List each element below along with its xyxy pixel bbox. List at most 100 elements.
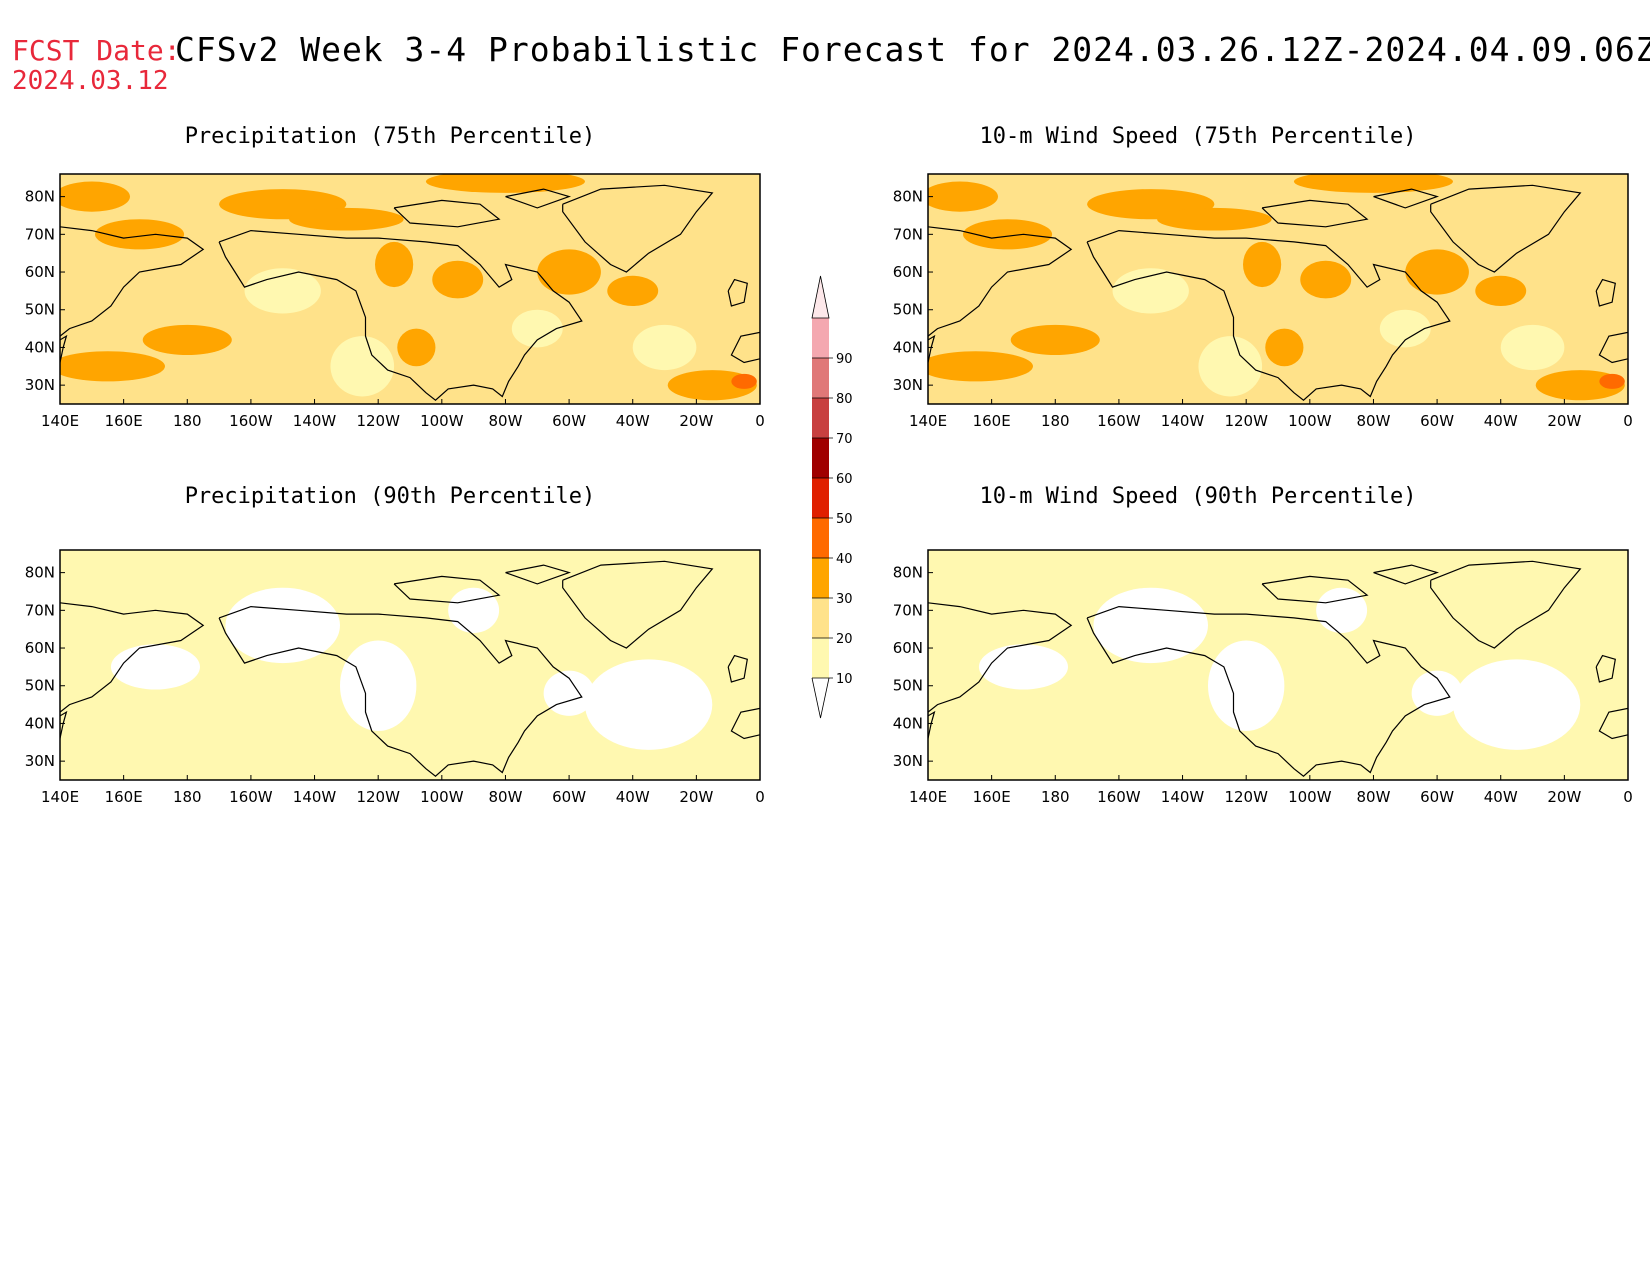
y-tick-label: 80N <box>893 188 923 206</box>
map-frame <box>927 549 1629 781</box>
map-shading-patch <box>537 249 601 295</box>
map-shading-patch <box>60 181 130 212</box>
coastline <box>1261 199 1369 228</box>
y-tick-label: 40N <box>25 714 55 732</box>
colorbar-tick-label: 30 <box>836 592 853 607</box>
coastline <box>60 710 68 739</box>
x-tick-label: 60W <box>1420 412 1454 430</box>
x-tick-label: 140E <box>41 412 79 430</box>
x-tick-label: 60W <box>1420 788 1454 806</box>
coastline <box>393 575 501 604</box>
x-tick-label: 180 <box>173 412 202 430</box>
coastline <box>60 602 205 713</box>
map-frame <box>59 549 761 781</box>
x-tick-label: 80W <box>488 412 522 430</box>
map-shading-patch <box>632 324 697 371</box>
colorbar-segment <box>812 398 829 438</box>
x-tick-label: 100W <box>1288 412 1332 430</box>
panel-title-precip-75: Precipitation (75th Percentile) <box>184 124 596 149</box>
map-shading-patch <box>432 260 484 299</box>
x-tick-label: 180 <box>1041 788 1070 806</box>
map-shading-patch <box>95 219 185 250</box>
y-tick-label: 50N <box>893 677 923 695</box>
x-tick-label: 0 <box>755 788 765 806</box>
coastline <box>730 707 760 740</box>
y-tick-label: 50N <box>893 301 923 319</box>
coastline <box>1430 560 1582 649</box>
x-tick-label: 80W <box>488 788 522 806</box>
x-tick-label: 140E <box>41 788 79 806</box>
map-shading-patch <box>448 587 500 633</box>
x-tick-label: 80W <box>1356 412 1390 430</box>
coastline <box>562 184 714 273</box>
x-tick-label: 20W <box>679 412 713 430</box>
x-tick-label: 140W <box>1161 412 1205 430</box>
coastline <box>928 334 936 363</box>
map-shading-patch <box>425 174 585 193</box>
map-shading-patch <box>1293 174 1453 193</box>
map-shading-patch <box>1208 640 1285 731</box>
map-shading-patch <box>330 336 395 397</box>
x-tick-label: 60W <box>552 412 586 430</box>
panel-title-wind-75: 10-m Wind Speed (75th Percentile) <box>979 124 1417 149</box>
main-title: CFSv2 Week 3-4 Probabilistic Forecast fo… <box>175 30 1650 69</box>
colorbar-segment <box>812 478 829 518</box>
map-panel-precip-90: 140E 160E 180 160W 140W 120W 100W 80W 60W 40W 20W 0… <box>25 549 765 806</box>
colorbar-tick-label: 90 <box>836 352 853 367</box>
x-tick-label: 180 <box>173 788 202 806</box>
coastline <box>928 602 1073 713</box>
map-shading-patch <box>607 275 659 306</box>
y-tick-label: 50N <box>25 301 55 319</box>
y-tick-label: 50N <box>25 677 55 695</box>
panel-title-wind-90: 10-m Wind Speed (90th Percentile) <box>979 484 1417 509</box>
map-shading-patch <box>1500 324 1565 371</box>
coastline <box>218 605 583 777</box>
coastline <box>218 229 583 401</box>
map-shading-patch <box>1243 241 1282 288</box>
colorbar-segment <box>812 438 829 478</box>
x-tick-label: 140E <box>909 788 947 806</box>
y-tick-label: 60N <box>25 263 55 281</box>
colorbar-cap-bottom <box>811 677 830 719</box>
x-tick-label: 140W <box>293 788 337 806</box>
colorbar-segment <box>812 318 829 358</box>
map-shading-patch <box>1405 249 1469 295</box>
x-tick-label: 120W <box>1224 412 1268 430</box>
x-tick-label: 160E <box>973 788 1011 806</box>
y-tick-label: 70N <box>25 225 55 243</box>
x-tick-label: 160E <box>973 412 1011 430</box>
map-shading-patch <box>928 351 1033 382</box>
x-tick-label: 100W <box>420 788 464 806</box>
map-shading-patch <box>1112 268 1189 314</box>
coastline <box>1598 331 1628 364</box>
map-shading-patch <box>1599 373 1625 389</box>
map-shading-patch <box>244 268 321 314</box>
map-shading-patch <box>1379 309 1431 348</box>
colorbar-tick-label: 80 <box>836 392 853 407</box>
colorbar-tick-label: 60 <box>836 472 853 487</box>
x-tick-label: 160W <box>1097 788 1141 806</box>
x-tick-label: 0 <box>1623 788 1633 806</box>
coastline <box>727 654 748 683</box>
y-tick-label: 80N <box>25 188 55 206</box>
map-shading-patch <box>1010 324 1100 355</box>
y-tick-label: 60N <box>893 639 923 657</box>
coastline <box>1373 188 1440 209</box>
map-shading-patch <box>1265 328 1304 367</box>
x-tick-label: 80W <box>1356 788 1390 806</box>
x-tick-label: 160W <box>1097 412 1141 430</box>
y-tick-label: 80N <box>893 564 923 582</box>
y-tick-label: 30N <box>25 752 55 770</box>
coastline <box>1595 278 1616 307</box>
map-shading-patch <box>1300 260 1352 299</box>
fcst-date-label: FCST Date: <box>12 34 181 67</box>
y-tick-label: 40N <box>893 714 923 732</box>
colorbar-segment <box>812 558 829 598</box>
colorbar-tick-label: 70 <box>836 432 853 447</box>
fcst-date-value: 2024.03.12 <box>12 66 169 96</box>
x-tick-label: 40W <box>616 788 650 806</box>
x-tick-label: 120W <box>1224 788 1268 806</box>
colorbar-tick-label: 50 <box>836 512 853 527</box>
x-tick-label: 100W <box>1288 788 1332 806</box>
